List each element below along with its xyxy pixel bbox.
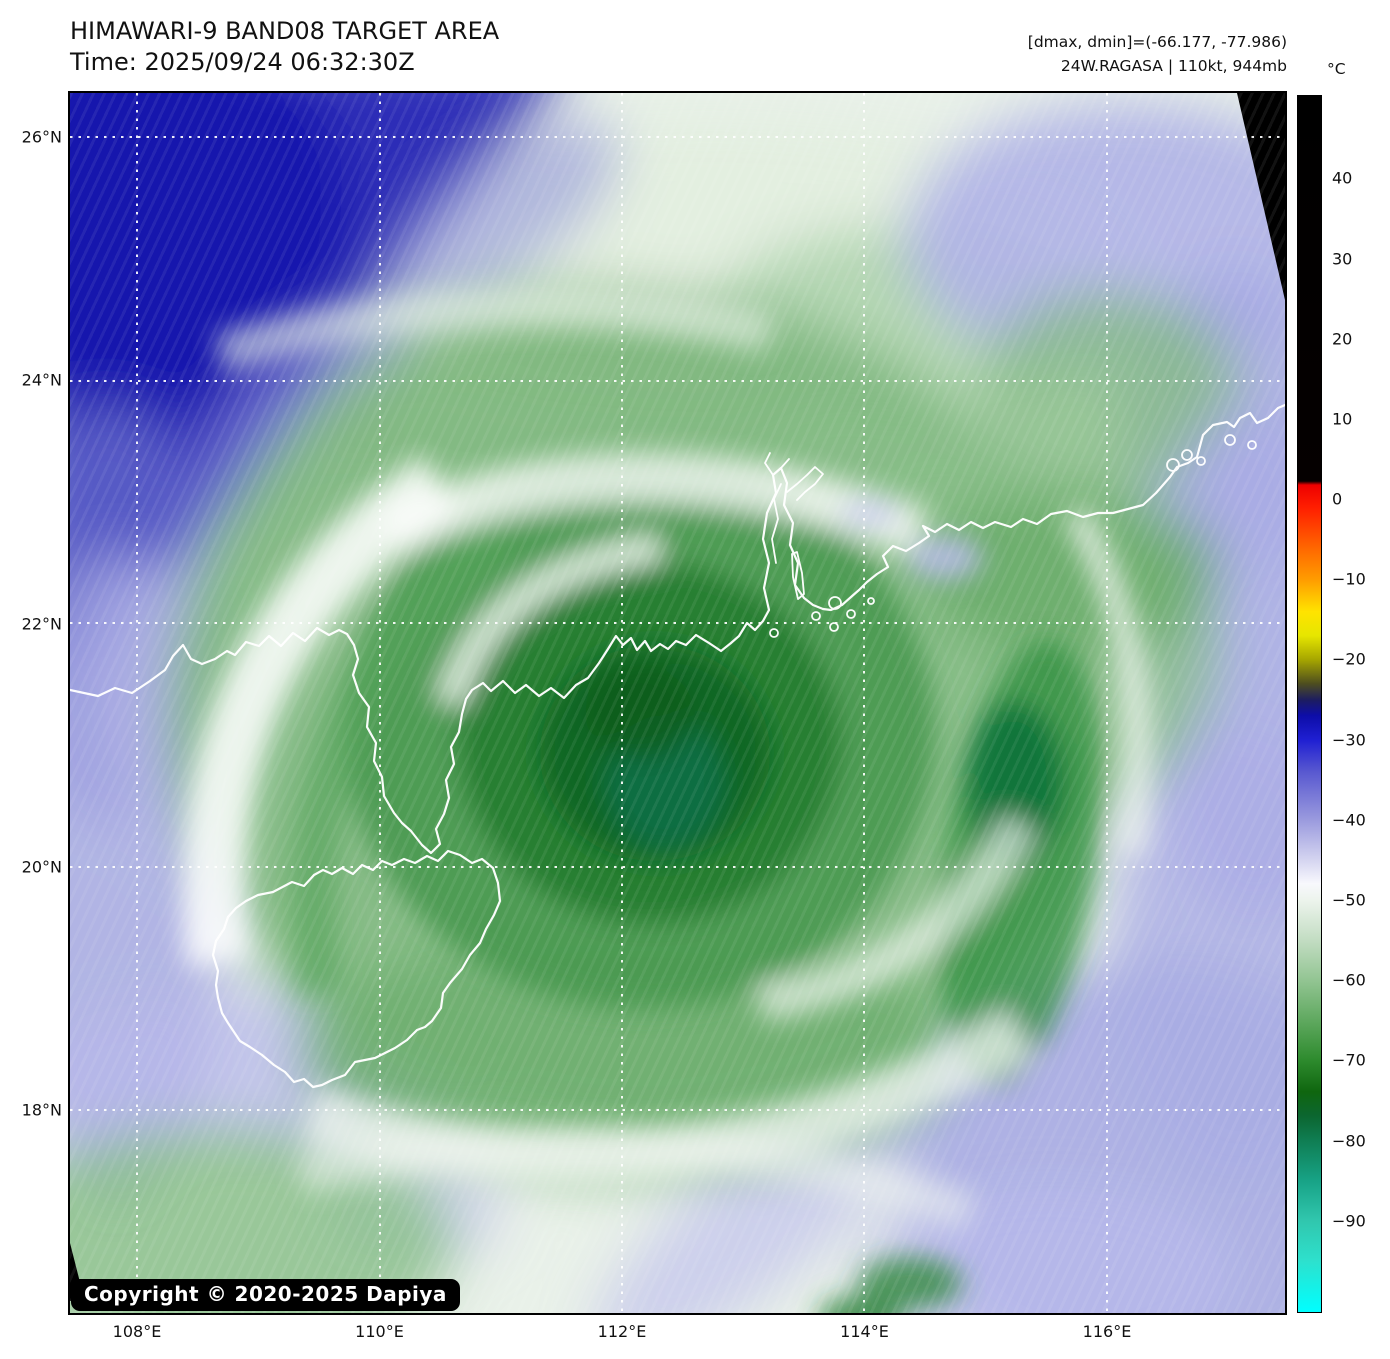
- colorbar-tick-label: −30: [1332, 730, 1366, 750]
- colorbar-tick-label: −90: [1332, 1211, 1366, 1231]
- colorbar-tick-label: −70: [1332, 1050, 1366, 1070]
- colorbar-tick-label: 0: [1332, 489, 1343, 509]
- colorbar-tick-label: 10: [1332, 409, 1353, 429]
- colorbar-tick-label: −10: [1332, 569, 1366, 589]
- colorbar-tick-label: −20: [1332, 649, 1366, 669]
- latitude-tick-label: 18°N: [21, 1100, 62, 1120]
- figure-header: HIMAWARI-9 BAND08 TARGET AREA Time: 2025…: [70, 16, 499, 78]
- dmax-dmin-readout: [dmax, dmin]=(-66.177, -77.986): [1027, 33, 1287, 51]
- satellite-image: [70, 93, 1285, 1313]
- coastline: [70, 403, 1285, 1089]
- colorbar-tick-label: −40: [1332, 810, 1366, 830]
- colorbar-tick-label: −80: [1332, 1131, 1366, 1151]
- colorbar-unit-label: °C: [1327, 60, 1346, 78]
- nodata-corner: [1237, 93, 1285, 300]
- longitude-tick-label: 116°E: [1082, 1322, 1132, 1341]
- figure-time: Time: 2025/09/24 06:32:30Z: [70, 48, 415, 77]
- colorbar-tick-label: 30: [1332, 249, 1353, 269]
- longitude-tick-label: 110°E: [355, 1322, 404, 1341]
- storm-info: [dmax, dmin]=(-66.177, -77.986) 24W.RAGA…: [1028, 30, 1287, 78]
- graticule: [70, 93, 1285, 1313]
- map-area: Copyright © 2020-2025 Dapiya: [68, 91, 1287, 1315]
- latitude-tick-label: 20°N: [21, 857, 62, 877]
- latitude-tick-label: 24°N: [21, 370, 62, 390]
- storm-core: [540, 645, 770, 861]
- colorbar-tick-label: 20: [1332, 329, 1353, 349]
- figure-title: HIMAWARI-9 BAND08 TARGET AREA: [70, 17, 500, 45]
- latitude-tick-label: 22°N: [21, 614, 62, 633]
- copyright-badge: Copyright © 2020-2025 Dapiya: [71, 1279, 460, 1311]
- colorbar-tick-label: −60: [1332, 970, 1366, 990]
- longitude-tick-label: 112°E: [597, 1322, 647, 1341]
- latitude-tick-label: 26°N: [21, 127, 62, 147]
- colorbar: [1297, 95, 1322, 1313]
- longitude-tick-label: 114°E: [840, 1322, 889, 1341]
- colorbar-tick-label: 40: [1332, 168, 1353, 188]
- colorbar-tick-label: −50: [1332, 890, 1366, 910]
- longitude-tick-label: 108°E: [112, 1322, 162, 1341]
- storm-id-intensity: 24W.RAGASA | 110kt, 944mb: [1060, 57, 1287, 76]
